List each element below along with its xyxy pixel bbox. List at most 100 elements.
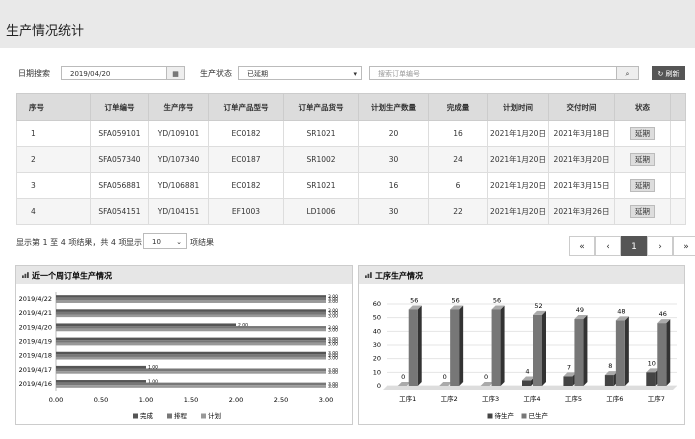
bar	[56, 351, 326, 355]
data-label: 3.00	[328, 308, 338, 314]
page-button[interactable]: ‹	[595, 236, 621, 256]
panel-header	[359, 266, 684, 284]
table-row: 1 SFA059101 YD/109101 EC0182 SR1021 20 16 2021年…	[16, 120, 686, 147]
table-row: 2 SFA057340 YD/107340 EC0187 SR1002 30 24 2021年…	[16, 146, 686, 173]
status-select[interactable]: 已延期 ▾	[238, 66, 362, 80]
search-button[interactable]: ⌕	[616, 66, 639, 80]
table-cell: 延期	[614, 120, 671, 147]
status-badge: 延期	[630, 153, 655, 166]
table-cell: YD/106881	[148, 172, 209, 199]
page-button[interactable]: 1	[621, 236, 647, 256]
page-size-label: 显示	[126, 238, 142, 247]
table-cell: YD/104151	[148, 198, 209, 225]
page-button[interactable]: «	[569, 236, 595, 256]
data-label: 3.00	[328, 339, 338, 345]
bar	[646, 372, 656, 386]
bar	[450, 309, 460, 386]
table-cell: 1	[16, 120, 91, 147]
scroll-gutter	[670, 172, 686, 199]
title-icon	[365, 275, 367, 278]
data-label: 3.00	[328, 313, 338, 319]
title-icon	[22, 275, 24, 278]
x-tick-label: 工序6	[606, 394, 623, 403]
table-cell: 延期	[614, 172, 671, 199]
table-cell: 延期	[614, 146, 671, 173]
bar	[491, 309, 501, 386]
y-tick-label: 40	[373, 327, 381, 335]
legend-label: 待生产	[495, 411, 515, 420]
panel-header	[16, 266, 352, 284]
data-label: 3.00	[328, 367, 338, 373]
table-cell: 16	[358, 172, 429, 199]
page-title: 生产情况统计	[6, 24, 85, 39]
search-placeholder: 搜索订单编号	[378, 70, 420, 78]
bar-top	[657, 319, 671, 324]
date-label: 日期搜索	[18, 69, 50, 78]
column-header: 序号	[16, 93, 91, 121]
y-tick-label: 2019/4/20	[19, 323, 52, 331]
bar-side	[500, 305, 505, 386]
page-size-select[interactable]: 10 ⌄	[143, 233, 187, 249]
table-cell: SFA054151	[90, 198, 149, 225]
data-label: 48	[617, 307, 625, 315]
title-icon	[24, 273, 27, 278]
refresh-label: 刷新	[665, 70, 680, 78]
bar	[56, 295, 326, 298]
table-cell: 30	[358, 146, 429, 173]
page-size-suffix: 项结果	[190, 238, 214, 247]
pager: «‹ 1 ›»	[569, 236, 695, 256]
x-tick-label: 工序3	[482, 394, 499, 403]
table-cell: 16	[428, 120, 488, 147]
data-label: 7	[567, 363, 571, 371]
bar	[56, 365, 146, 369]
column-header: 计划时间	[487, 93, 549, 121]
bar	[522, 380, 531, 386]
data-label: 56	[452, 296, 460, 304]
legend-swatch	[487, 413, 493, 419]
y-tick-label: 0	[377, 382, 381, 390]
data-label: 3.00	[328, 353, 338, 359]
calendar-button[interactable]: ▦	[166, 66, 185, 80]
column-header: 订单产品型号	[208, 93, 284, 121]
bar	[56, 340, 326, 343]
bar-top	[408, 305, 422, 310]
x-tick-label: 0.50	[94, 396, 108, 404]
x-tick-label: 工序4	[523, 394, 540, 403]
column-header: 生产序号	[148, 93, 209, 121]
bar	[604, 375, 614, 386]
table-cell: 2021年1月20日	[487, 172, 549, 199]
bar-top	[491, 305, 505, 310]
search-input[interactable]: 搜索订单编号	[369, 66, 639, 80]
bar-top	[563, 372, 577, 377]
y-tick-label: 60	[373, 300, 381, 308]
bar	[56, 356, 326, 360]
y-tick-label: 2019/4/18	[19, 352, 52, 360]
y-tick-label: 2019/4/22	[19, 295, 52, 303]
bar	[56, 371, 326, 374]
status-badge: 延期	[630, 205, 655, 218]
title-icon	[27, 272, 29, 278]
table-cell: 6	[428, 172, 488, 199]
table-cell: SFA056881	[90, 172, 149, 199]
table-cell: EC0187	[208, 146, 284, 173]
bar	[56, 382, 326, 386]
table-cell: 24	[428, 146, 488, 173]
table-cell: SR1002	[283, 146, 359, 173]
column-header: 计划生产数量	[358, 93, 429, 121]
data-label: 46	[659, 310, 667, 318]
page-button[interactable]: »	[673, 236, 695, 256]
refresh-button[interactable]: ↻ 刷新	[652, 66, 685, 80]
table-cell: SR1021	[283, 172, 359, 199]
page-button[interactable]: ›	[647, 236, 673, 256]
x-tick-label: 工序2	[441, 394, 458, 403]
bar	[56, 328, 326, 332]
bar	[657, 323, 667, 386]
data-label: 4	[525, 368, 529, 376]
data-label: 3.00	[328, 351, 338, 357]
title-icon	[367, 273, 370, 278]
floor	[383, 386, 677, 390]
y-tick-label: 2019/4/17	[19, 366, 52, 374]
table-cell: 2021年1月20日	[487, 198, 549, 225]
table-cell: 4	[16, 198, 91, 225]
